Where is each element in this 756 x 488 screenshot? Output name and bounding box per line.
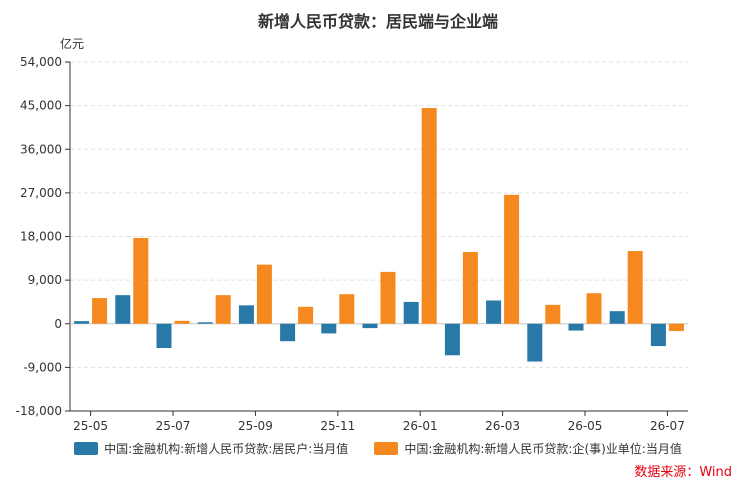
bar-enterprise-26-02 [462, 252, 478, 324]
bar-enterprise-26-06 [627, 251, 643, 324]
bar-enterprise-26-04 [545, 304, 561, 324]
legend-swatch-household [74, 442, 99, 455]
chart-title: 新增人民币贷款：居民端与企业端 [257, 12, 498, 31]
bar-household-26-01 [403, 301, 419, 324]
bar-household-26-02 [444, 323, 460, 356]
legend-item-household[interactable]: 中国:金融机构:新增人民币贷款:居民户:当月值 [74, 440, 348, 457]
bar-household-25-08 [197, 322, 213, 324]
legend: 中国:金融机构:新增人民币贷款:居民户:当月值 中国:金融机构:新增人民币贷款:… [0, 440, 756, 457]
label-layer: -18,000 -9,000 0 9,000 18,000 27,000 36,000 45,… [16, 36, 685, 433]
x-tick-label: 26-07 [650, 419, 685, 433]
x-tick-label: 26-03 [485, 419, 520, 433]
y-tick-label: -18,000 [16, 404, 62, 418]
bar-household-25-09 [238, 305, 254, 324]
bar-enterprise-26-03 [504, 194, 520, 324]
bar-household-26-06 [609, 311, 625, 324]
bar-household-26-05 [568, 323, 584, 331]
bar-household-25-05 [74, 321, 90, 324]
data-source: 数据来源：Wind [634, 465, 732, 480]
x-tick-label: 26-01 [403, 419, 438, 433]
x-tick-label: 25-07 [156, 419, 191, 433]
bar-enterprise-25-06 [133, 237, 149, 324]
bar-enterprise-25-09 [256, 264, 272, 324]
bar-enterprise-26-01 [421, 108, 437, 324]
y-tick-label: 45,000 [20, 99, 62, 113]
bar-enterprise-25-08 [215, 295, 231, 324]
legend-label-household: 中国:金融机构:新增人民币贷款:居民户:当月值 [104, 442, 349, 456]
bar-layer [74, 108, 684, 362]
bar-household-25-06 [115, 295, 131, 324]
bar-enterprise-25-05 [92, 298, 108, 324]
legend-item-enterprise[interactable]: 中国:金融机构:新增人民币贷款:企(事)业单位:当月值 [374, 440, 682, 457]
bar-household-26-07 [650, 323, 666, 347]
y-tick-label: 36,000 [20, 142, 62, 156]
bar-enterprise-26-05 [586, 293, 602, 324]
axis-layer [65, 61, 688, 416]
x-tick-label: 26-05 [568, 419, 603, 433]
bar-enterprise-25-07 [174, 320, 190, 324]
legend-swatch-enterprise [374, 442, 399, 455]
y-tick-label: 0 [54, 317, 62, 331]
x-tick-label: 25-05 [73, 419, 108, 433]
y-tick-label: -9,000 [23, 360, 62, 374]
legend-label-enterprise: 中国:金融机构:新增人民币贷款:企(事)业单位:当月值 [404, 442, 682, 456]
bar-enterprise-25-12 [380, 271, 396, 324]
bar-enterprise-25-10 [298, 306, 314, 324]
y-tick-label: 27,000 [20, 186, 62, 200]
bar-household-26-03 [486, 300, 502, 324]
y-tick-label: 9,000 [28, 273, 62, 287]
x-tick-label: 25-09 [238, 419, 273, 433]
bar-enterprise-26-07 [668, 323, 684, 332]
bar-household-25-11 [321, 323, 337, 334]
y-tick-label: 54,000 [20, 55, 62, 69]
y-tick-label: 18,000 [20, 230, 62, 244]
x-tick-label: 25-11 [320, 419, 355, 433]
bar-household-25-07 [156, 323, 172, 348]
bar-household-25-12 [362, 323, 378, 329]
bar-household-25-10 [280, 323, 296, 342]
bar-enterprise-25-11 [339, 294, 355, 324]
bar-household-26-04 [527, 323, 543, 362]
y-axis-label: 亿元 [60, 36, 84, 51]
